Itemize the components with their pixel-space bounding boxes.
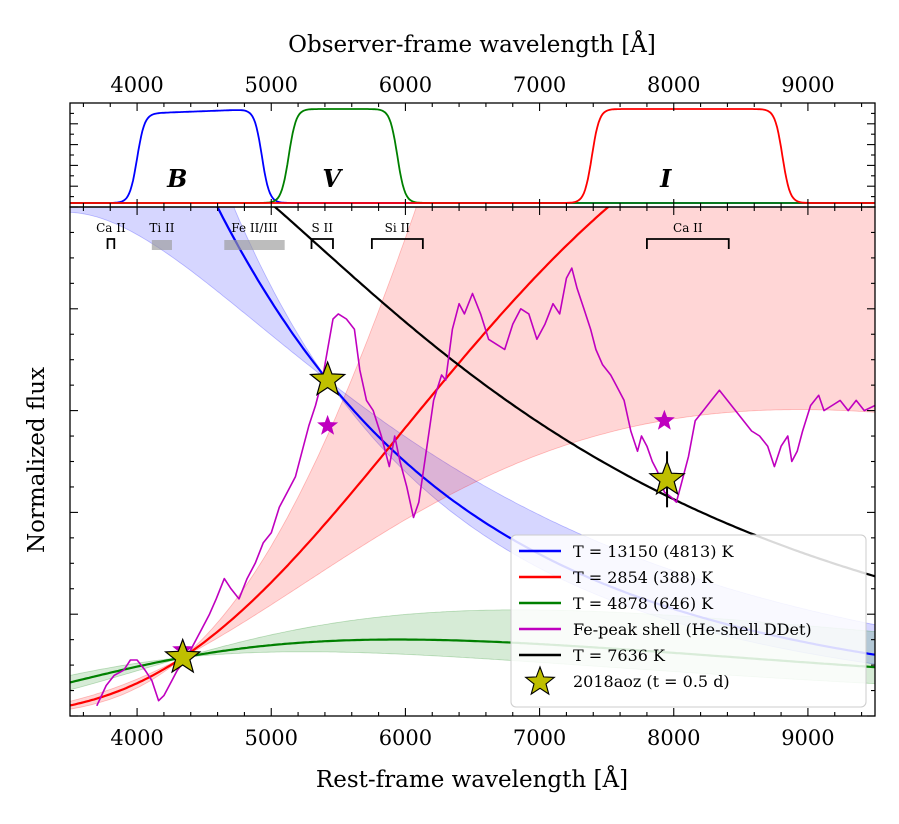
line-markers: Ca II Ti II Fe II/III S II Si II Ca II: [96, 221, 730, 250]
blackbody-curve-3: [273, 207, 875, 578]
line-band-label-1: Ti II: [149, 221, 174, 235]
top-tick-label: 7000: [513, 73, 566, 97]
synthetic-point-2: [653, 409, 675, 430]
top-tick-label: 6000: [379, 73, 432, 97]
line-marker-label-5: Ca II: [673, 221, 703, 235]
line-marker-label-4: Si II: [385, 221, 411, 235]
line-marker-label-0: Ca II: [96, 221, 126, 235]
legend-swatch-5: [524, 665, 556, 696]
legend-box: [510, 534, 867, 708]
x-axis-label: Rest-frame wavelength [Å]: [316, 765, 628, 793]
x-tick-label: 4000: [110, 726, 163, 750]
legend-entry-2: T = 4878 (646) K: [573, 594, 714, 613]
legend-entry-0: T = 13150 (4813) K: [573, 542, 735, 561]
legend: T = 13150 (4813) K T = 2854 (388) K T = 48…: [510, 534, 867, 708]
axis-ticks: 4000 5000 6000 7000 8000 9000 4000 5000 6000 7000…: [70, 73, 875, 750]
top-tick-label: 8000: [647, 73, 700, 97]
line-band-2: [224, 240, 285, 250]
line-band-label-2: Fe II/III: [231, 221, 278, 235]
line-marker-3: [310, 238, 334, 249]
photometry-point-2: [648, 459, 686, 496]
legend-entry-4: T = 7636 K: [573, 646, 666, 665]
filter-label-I: I: [659, 164, 672, 193]
top-tick-label: 9000: [781, 73, 834, 97]
x-tick-label: 8000: [647, 726, 700, 750]
y-axis-label: Normalized flux: [24, 367, 50, 553]
filter-label-V: V: [322, 164, 343, 193]
filter-curve-V: [70, 108, 875, 204]
line-marker-label-3: S II: [311, 221, 333, 235]
fe-peak-spectrum: [96, 267, 875, 707]
blackbody-curve-1: [70, 207, 610, 707]
line-marker-4: [370, 238, 424, 249]
photometry-point-0: [163, 637, 202, 674]
top-tick-label: 5000: [245, 73, 298, 97]
photometry-point-1: [308, 360, 347, 396]
line-band-1: [151, 240, 172, 250]
filter-curve-B: [70, 109, 875, 204]
line-marker-0: [106, 238, 116, 249]
synthetic-point-1: [317, 414, 339, 435]
legend-entry-1: T = 2854 (388) K: [573, 568, 714, 587]
x-tick-label: 5000: [245, 726, 298, 750]
line-marker-5: [646, 238, 730, 249]
x-tick-label: 7000: [513, 726, 566, 750]
photometry-points: [163, 360, 686, 674]
top-axis-label: Observer-frame wavelength [Å]: [288, 30, 656, 58]
top-tick-label: 4000: [110, 73, 163, 97]
filter-curve-I: [70, 108, 875, 204]
legend-entry-3: Fe-peak shell (He-shell DDet): [573, 620, 812, 639]
filter-label-B: B: [166, 164, 187, 193]
x-tick-label: 9000: [781, 726, 834, 750]
filter-panel: [70, 108, 875, 204]
filter-panel-frame: [69, 102, 876, 208]
legend-entry-5: 2018aoz (t = 0.5 d): [573, 672, 730, 691]
x-tick-label: 6000: [379, 726, 432, 750]
